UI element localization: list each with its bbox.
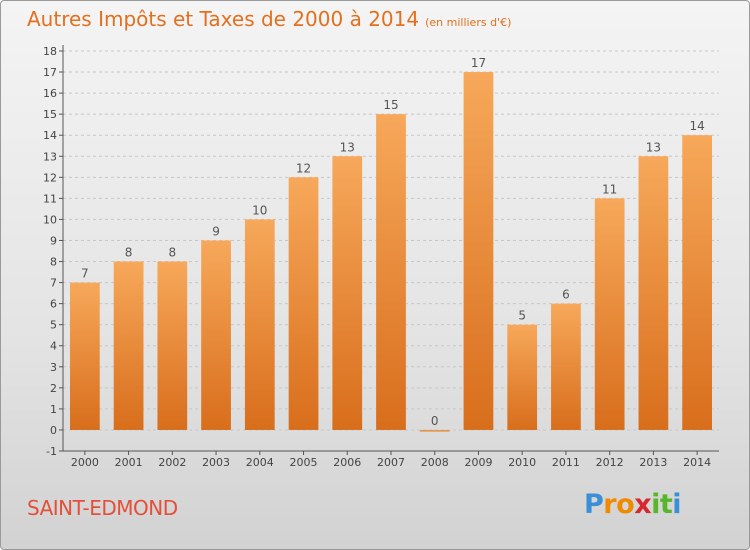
x-tick-label: 2001 xyxy=(115,456,143,469)
y-tick-label: 15 xyxy=(43,108,57,121)
labels: -101234567891011121314151617187200082001… xyxy=(43,45,711,469)
bar xyxy=(463,72,494,430)
y-tick-label: 13 xyxy=(43,150,57,163)
value-label: 6 xyxy=(562,288,570,302)
x-tick-label: 2000 xyxy=(71,456,99,469)
logo-letter: o xyxy=(616,489,635,520)
axes xyxy=(59,45,719,455)
bar xyxy=(376,114,406,430)
y-tick-label: 2 xyxy=(50,382,57,395)
bar xyxy=(638,156,669,430)
y-tick-label: 6 xyxy=(50,298,57,311)
value-label: 11 xyxy=(602,182,617,196)
x-tick-label: 2014 xyxy=(683,456,711,469)
value-label: 7 xyxy=(81,267,89,281)
value-label: 8 xyxy=(169,246,177,260)
y-tick-label: 3 xyxy=(50,361,57,374)
x-tick-label: 2010 xyxy=(508,456,536,469)
logo-letter: P xyxy=(584,489,604,520)
bar xyxy=(69,282,100,430)
y-tick-label: 5 xyxy=(50,319,57,332)
y-tick-label: 16 xyxy=(43,87,57,100)
x-tick-label: 2008 xyxy=(421,456,449,469)
x-tick-label: 2003 xyxy=(202,456,230,469)
bar xyxy=(551,303,581,430)
x-tick-label: 2002 xyxy=(158,456,186,469)
title-text: Autres Impôts et Taxes de 2000 à 2014 xyxy=(27,7,420,31)
bar xyxy=(288,177,319,430)
value-label: 13 xyxy=(340,140,355,154)
value-label: 8 xyxy=(125,246,133,260)
bar xyxy=(594,198,625,430)
bar xyxy=(201,240,231,430)
logo-letter: x xyxy=(634,489,652,520)
unit-note: (en milliers d'€) xyxy=(425,16,512,29)
x-tick-label: 2011 xyxy=(552,456,580,469)
logo-letter: r xyxy=(603,489,617,520)
x-tick-label: 2009 xyxy=(464,456,492,469)
y-tick-label: 14 xyxy=(43,129,57,142)
y-tick-label: 9 xyxy=(50,234,57,247)
x-tick-label: 2007 xyxy=(377,456,405,469)
value-label: 0 xyxy=(431,414,439,428)
bar xyxy=(507,324,538,430)
x-tick-label: 2004 xyxy=(246,456,274,469)
y-tick-label: 17 xyxy=(43,66,57,79)
y-tick-label: 4 xyxy=(50,340,57,353)
bar xyxy=(157,261,188,430)
y-tick-label: 7 xyxy=(50,277,57,290)
logo-letter: t xyxy=(659,489,673,520)
value-label: 5 xyxy=(518,309,526,323)
y-tick-label: 1 xyxy=(50,403,57,416)
value-label: 12 xyxy=(296,161,311,175)
x-tick-label: 2012 xyxy=(596,456,624,469)
proxiti-logo: Proxiti xyxy=(584,489,682,520)
value-label: 17 xyxy=(471,56,486,70)
bars xyxy=(69,72,713,432)
logo-letter: i xyxy=(672,489,682,520)
x-tick-label: 2013 xyxy=(639,456,667,469)
y-tick-label: 18 xyxy=(43,45,57,58)
logo-letter: i xyxy=(651,489,660,520)
commune-name: SAINT-EDMOND xyxy=(27,496,178,520)
y-tick-label: -1 xyxy=(46,445,57,458)
value-label: 10 xyxy=(252,203,267,217)
y-tick-label: 0 xyxy=(50,424,57,437)
y-tick-label: 11 xyxy=(43,192,57,205)
y-tick-label: 8 xyxy=(50,256,57,269)
x-tick-label: 2005 xyxy=(290,456,318,469)
bar xyxy=(244,219,275,430)
chart-title: Autres Impôts et Taxes de 2000 à 2014 (en… xyxy=(27,7,511,31)
bar xyxy=(332,156,363,430)
value-label: 13 xyxy=(646,140,661,154)
bar xyxy=(682,135,713,430)
y-tick-label: 12 xyxy=(43,171,57,184)
value-label: 14 xyxy=(689,119,704,133)
value-label: 9 xyxy=(212,224,220,238)
value-label: 15 xyxy=(383,98,398,112)
x-tick-label: 2006 xyxy=(333,456,361,469)
y-tick-label: 10 xyxy=(43,213,57,226)
bar xyxy=(113,261,144,430)
bar xyxy=(419,429,450,432)
